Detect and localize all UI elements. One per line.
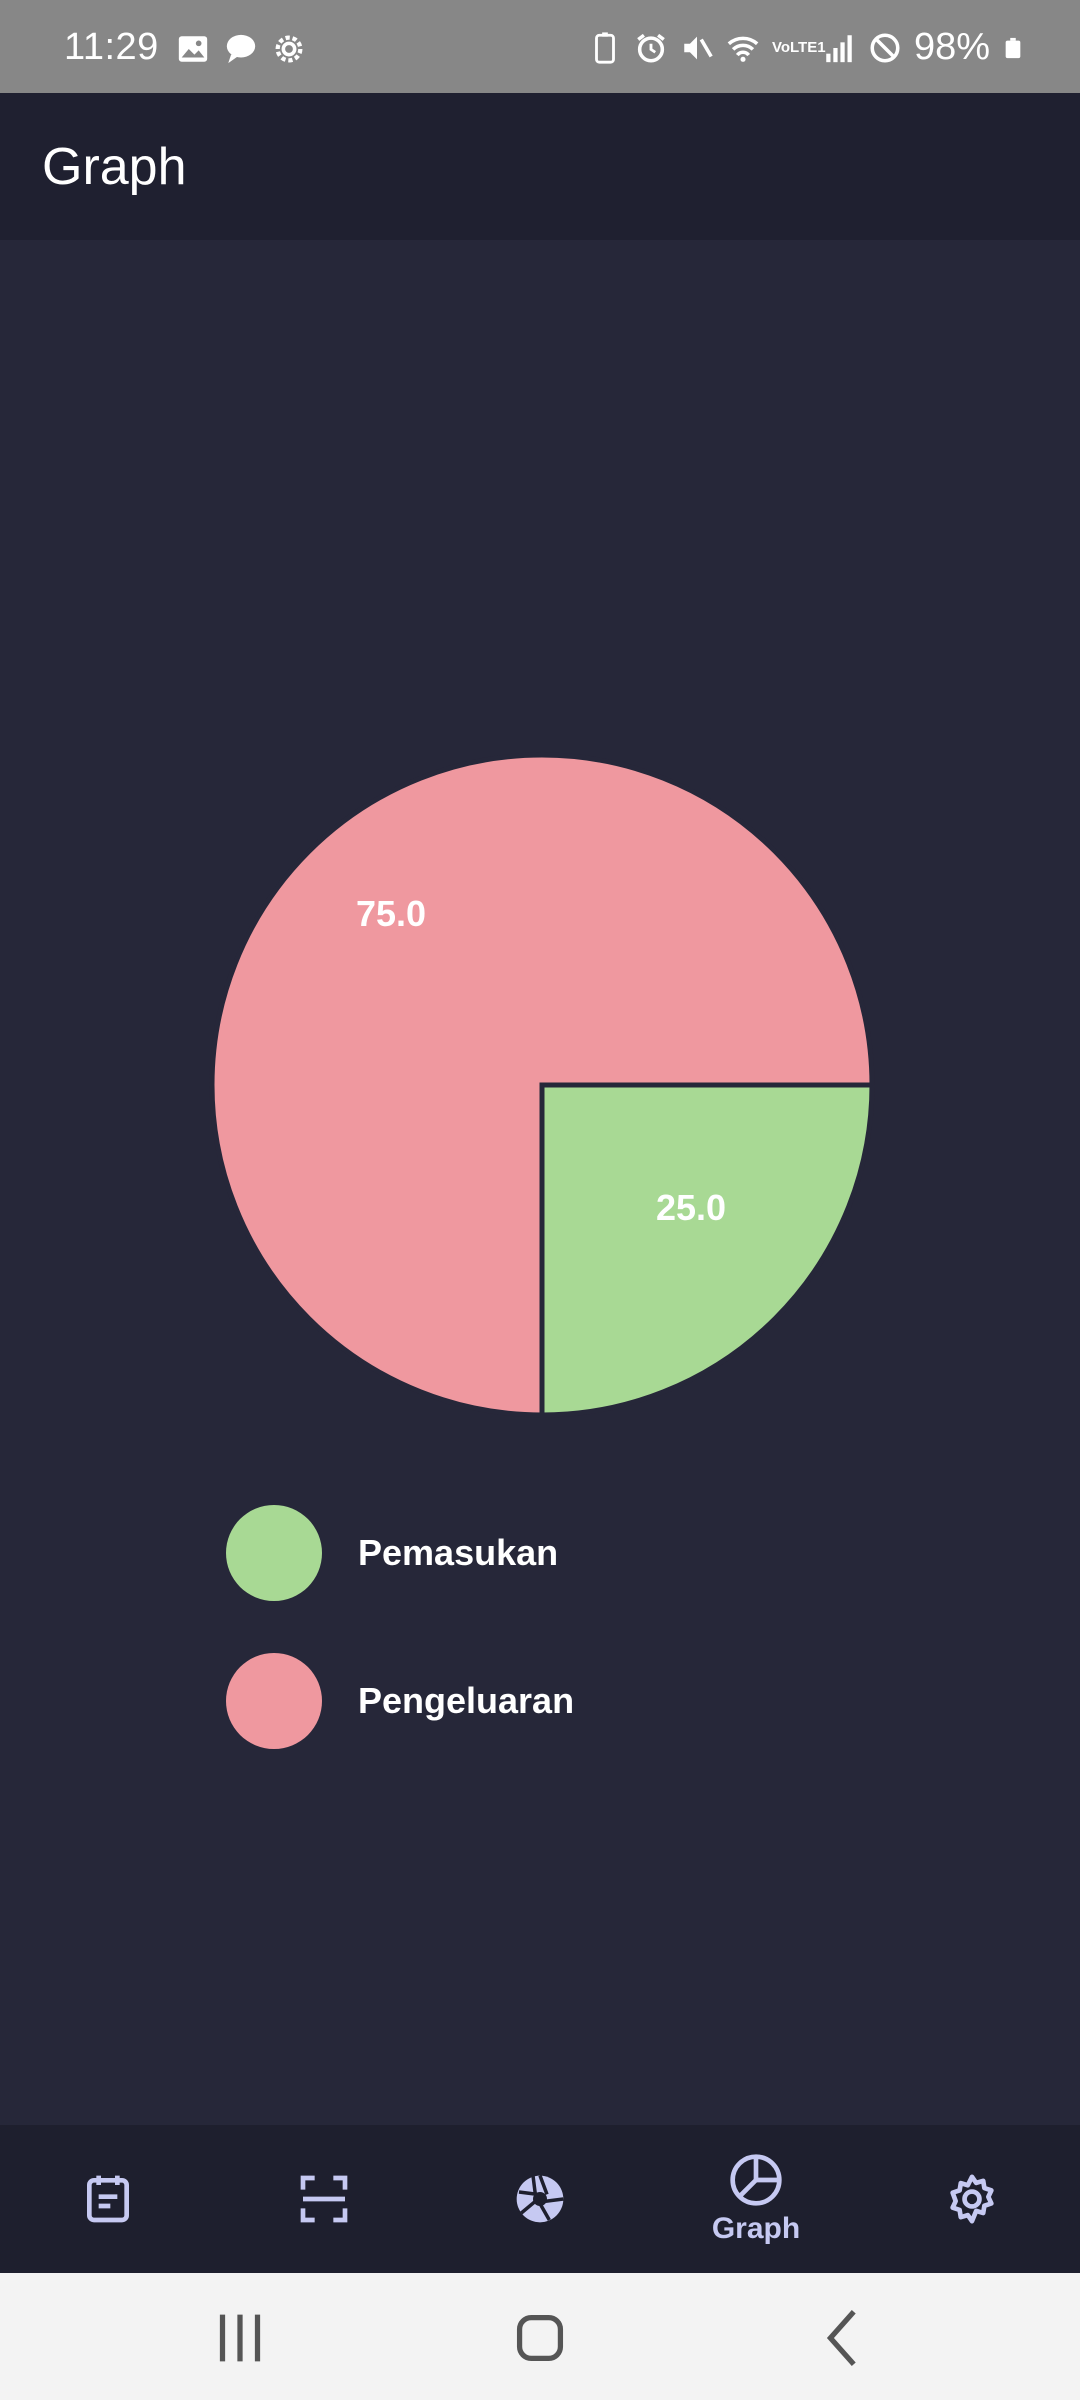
nav-item-scan[interactable] [216,2125,432,2273]
pie-slice-pengeluaran [209,752,875,1418]
app-bar: Graph [0,93,1080,240]
status-right-icons: VoLTE1 98% [588,26,1024,69]
nav-item-camera[interactable] [432,2125,648,2273]
signal-icon [826,34,852,62]
wifi-icon [727,36,759,62]
bottom-navigation: Graph [0,2125,1080,2273]
system-navigation-bar [0,2273,1080,2400]
settings-gear-icon [275,35,303,63]
legend-item-pengeluaran: Pengeluaran [226,1653,574,1749]
scan-icon [300,2175,348,2223]
do-not-disturb-icon [870,32,900,63]
camera-aperture-icon [516,2175,564,2223]
chart-legend: Pemasukan Pengeluaran [226,1505,574,1801]
battery-saver-icon [595,31,615,64]
nav-item-graph[interactable]: Graph [648,2125,864,2273]
image-icon [178,36,208,62]
chat-bubble-icon [226,34,256,64]
alarm-icon [637,33,665,63]
legend-label-pengeluaran: Pengeluaran [358,1680,575,1721]
status-time: 11:29 [64,26,159,68]
legend-swatch-pemasukan [226,1505,322,1601]
pie-slice-pemasukan [539,1082,875,1418]
nav-item-settings[interactable] [864,2125,1080,2273]
settings-icon [950,2174,994,2224]
pie-chart: 25.0 75.0 [209,752,875,1418]
pie-label-pengeluaran: 75.0 [356,893,426,934]
nav-label-graph: Graph [711,2212,801,2245]
battery-icon [1005,37,1021,58]
recent-apps-icon[interactable] [205,2303,275,2373]
notes-icon [87,2175,129,2223]
legend-item-pemasukan: Pemasukan [226,1505,574,1601]
nav-item-notes[interactable] [0,2125,216,2273]
battery-percent: 98% [913,26,990,68]
home-icon[interactable] [505,2303,575,2373]
mute-icon [684,36,713,59]
back-icon[interactable] [810,2303,880,2373]
status-left-icons [176,32,306,66]
pie-chart-icon [730,2154,782,2206]
chart-area: 25.0 75.0 Pemasukan Pengeluaran [0,240,1080,2125]
legend-swatch-pengeluaran [226,1653,322,1749]
page-title: Graph [42,138,187,196]
pie-label-pemasukan: 25.0 [656,1187,726,1228]
volte-icon: VoLTE1 [771,38,826,56]
status-bar: 11:29 VoLTE1 98% [0,0,1080,93]
legend-label-pemasukan: Pemasukan [358,1532,559,1573]
